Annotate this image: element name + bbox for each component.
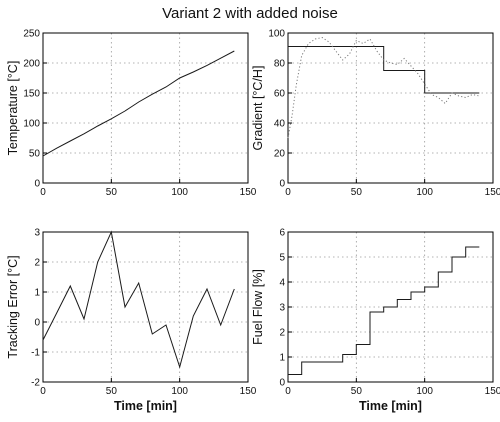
- plot-frame: [42, 32, 249, 184]
- y-tick-label: 0: [279, 378, 285, 389]
- y-tick-label: 1: [34, 288, 40, 299]
- x-tick-label: 50: [106, 187, 118, 198]
- x-tick-label: 100: [416, 187, 433, 198]
- x-tick-label: 100: [171, 386, 188, 397]
- y-tick-label: -1: [31, 348, 40, 359]
- x-axis-label: Time [min]: [114, 399, 177, 413]
- y-tick-label: 100: [268, 29, 285, 40]
- chart-panel-3: 0 50 100 150 -2 -1 0 1 2 3 Tracking Error [°C] Time…: [6, 228, 257, 414]
- y-tick-label: 0: [279, 179, 285, 190]
- x-tick-label: 150: [240, 386, 257, 397]
- y-tick-label: 2: [34, 258, 40, 269]
- series-line-1: [42, 230, 235, 369]
- x-tick-label: 0: [40, 187, 46, 198]
- y-tick-label: 0: [34, 179, 40, 190]
- x-tick-label: 150: [485, 187, 500, 198]
- y-tick-label: 150: [23, 89, 40, 100]
- chart-panel-2: 0 50 100 150 0 20 40 60 80 100 Gradient [°C/H]: [251, 29, 500, 199]
- x-tick-label: 0: [40, 386, 46, 397]
- x-tick-label: 150: [240, 187, 257, 198]
- y-axis-label: Fuel Flow [%]: [251, 269, 265, 345]
- x-tick-label: 50: [351, 187, 363, 198]
- x-tick-label: 50: [106, 386, 118, 397]
- x-tick-label: 100: [171, 187, 188, 198]
- x-tick-label: 0: [285, 386, 291, 397]
- y-tick-label: 100: [23, 119, 40, 130]
- y-tick-label: -2: [31, 378, 40, 389]
- figure-title: Variant 2 with added noise: [162, 5, 338, 22]
- y-axis-label: Gradient [°C/H]: [251, 66, 265, 151]
- x-axis-label: Time [min]: [359, 399, 422, 413]
- chart-panel-4: 0 50 100 150 0 1 2 3 4 5 6 Fuel Flow [%] Time [min]: [251, 228, 500, 414]
- x-tick-label: 100: [416, 386, 433, 397]
- x-tick-label: 150: [485, 386, 500, 397]
- y-tick-label: 20: [274, 149, 286, 160]
- plot-frame: [42, 231, 249, 383]
- y-tick-label: 80: [274, 59, 286, 70]
- series-line-1: [288, 46, 480, 94]
- y-tick-label: 60: [274, 89, 286, 100]
- y-tick-label: 5: [279, 253, 285, 264]
- y-tick-label: 4: [279, 278, 285, 289]
- series-line-2: [287, 36, 480, 139]
- y-axis-label: Tracking Error [°C]: [6, 255, 20, 358]
- series-line-1: [288, 246, 480, 375]
- series-line-1: [42, 50, 235, 157]
- x-tick-label: 0: [285, 187, 291, 198]
- y-tick-label: 40: [274, 119, 286, 130]
- y-tick-label: 0: [34, 318, 40, 329]
- y-tick-label: 200: [23, 59, 40, 70]
- y-tick-label: 3: [34, 228, 40, 239]
- plot-frame: [287, 32, 494, 184]
- y-tick-label: 250: [23, 29, 40, 40]
- y-tick-label: 50: [29, 149, 41, 160]
- y-tick-label: 6: [279, 228, 285, 239]
- y-tick-label: 3: [279, 303, 285, 314]
- y-tick-label: 1: [279, 353, 285, 364]
- chart-panel-1: 0 50 100 150 0 50 100 150 200 250 Temperature [°C]: [6, 29, 257, 199]
- y-axis-label: Temperature [°C]: [6, 61, 20, 156]
- x-tick-label: 50: [351, 386, 363, 397]
- y-tick-label: 2: [279, 328, 285, 339]
